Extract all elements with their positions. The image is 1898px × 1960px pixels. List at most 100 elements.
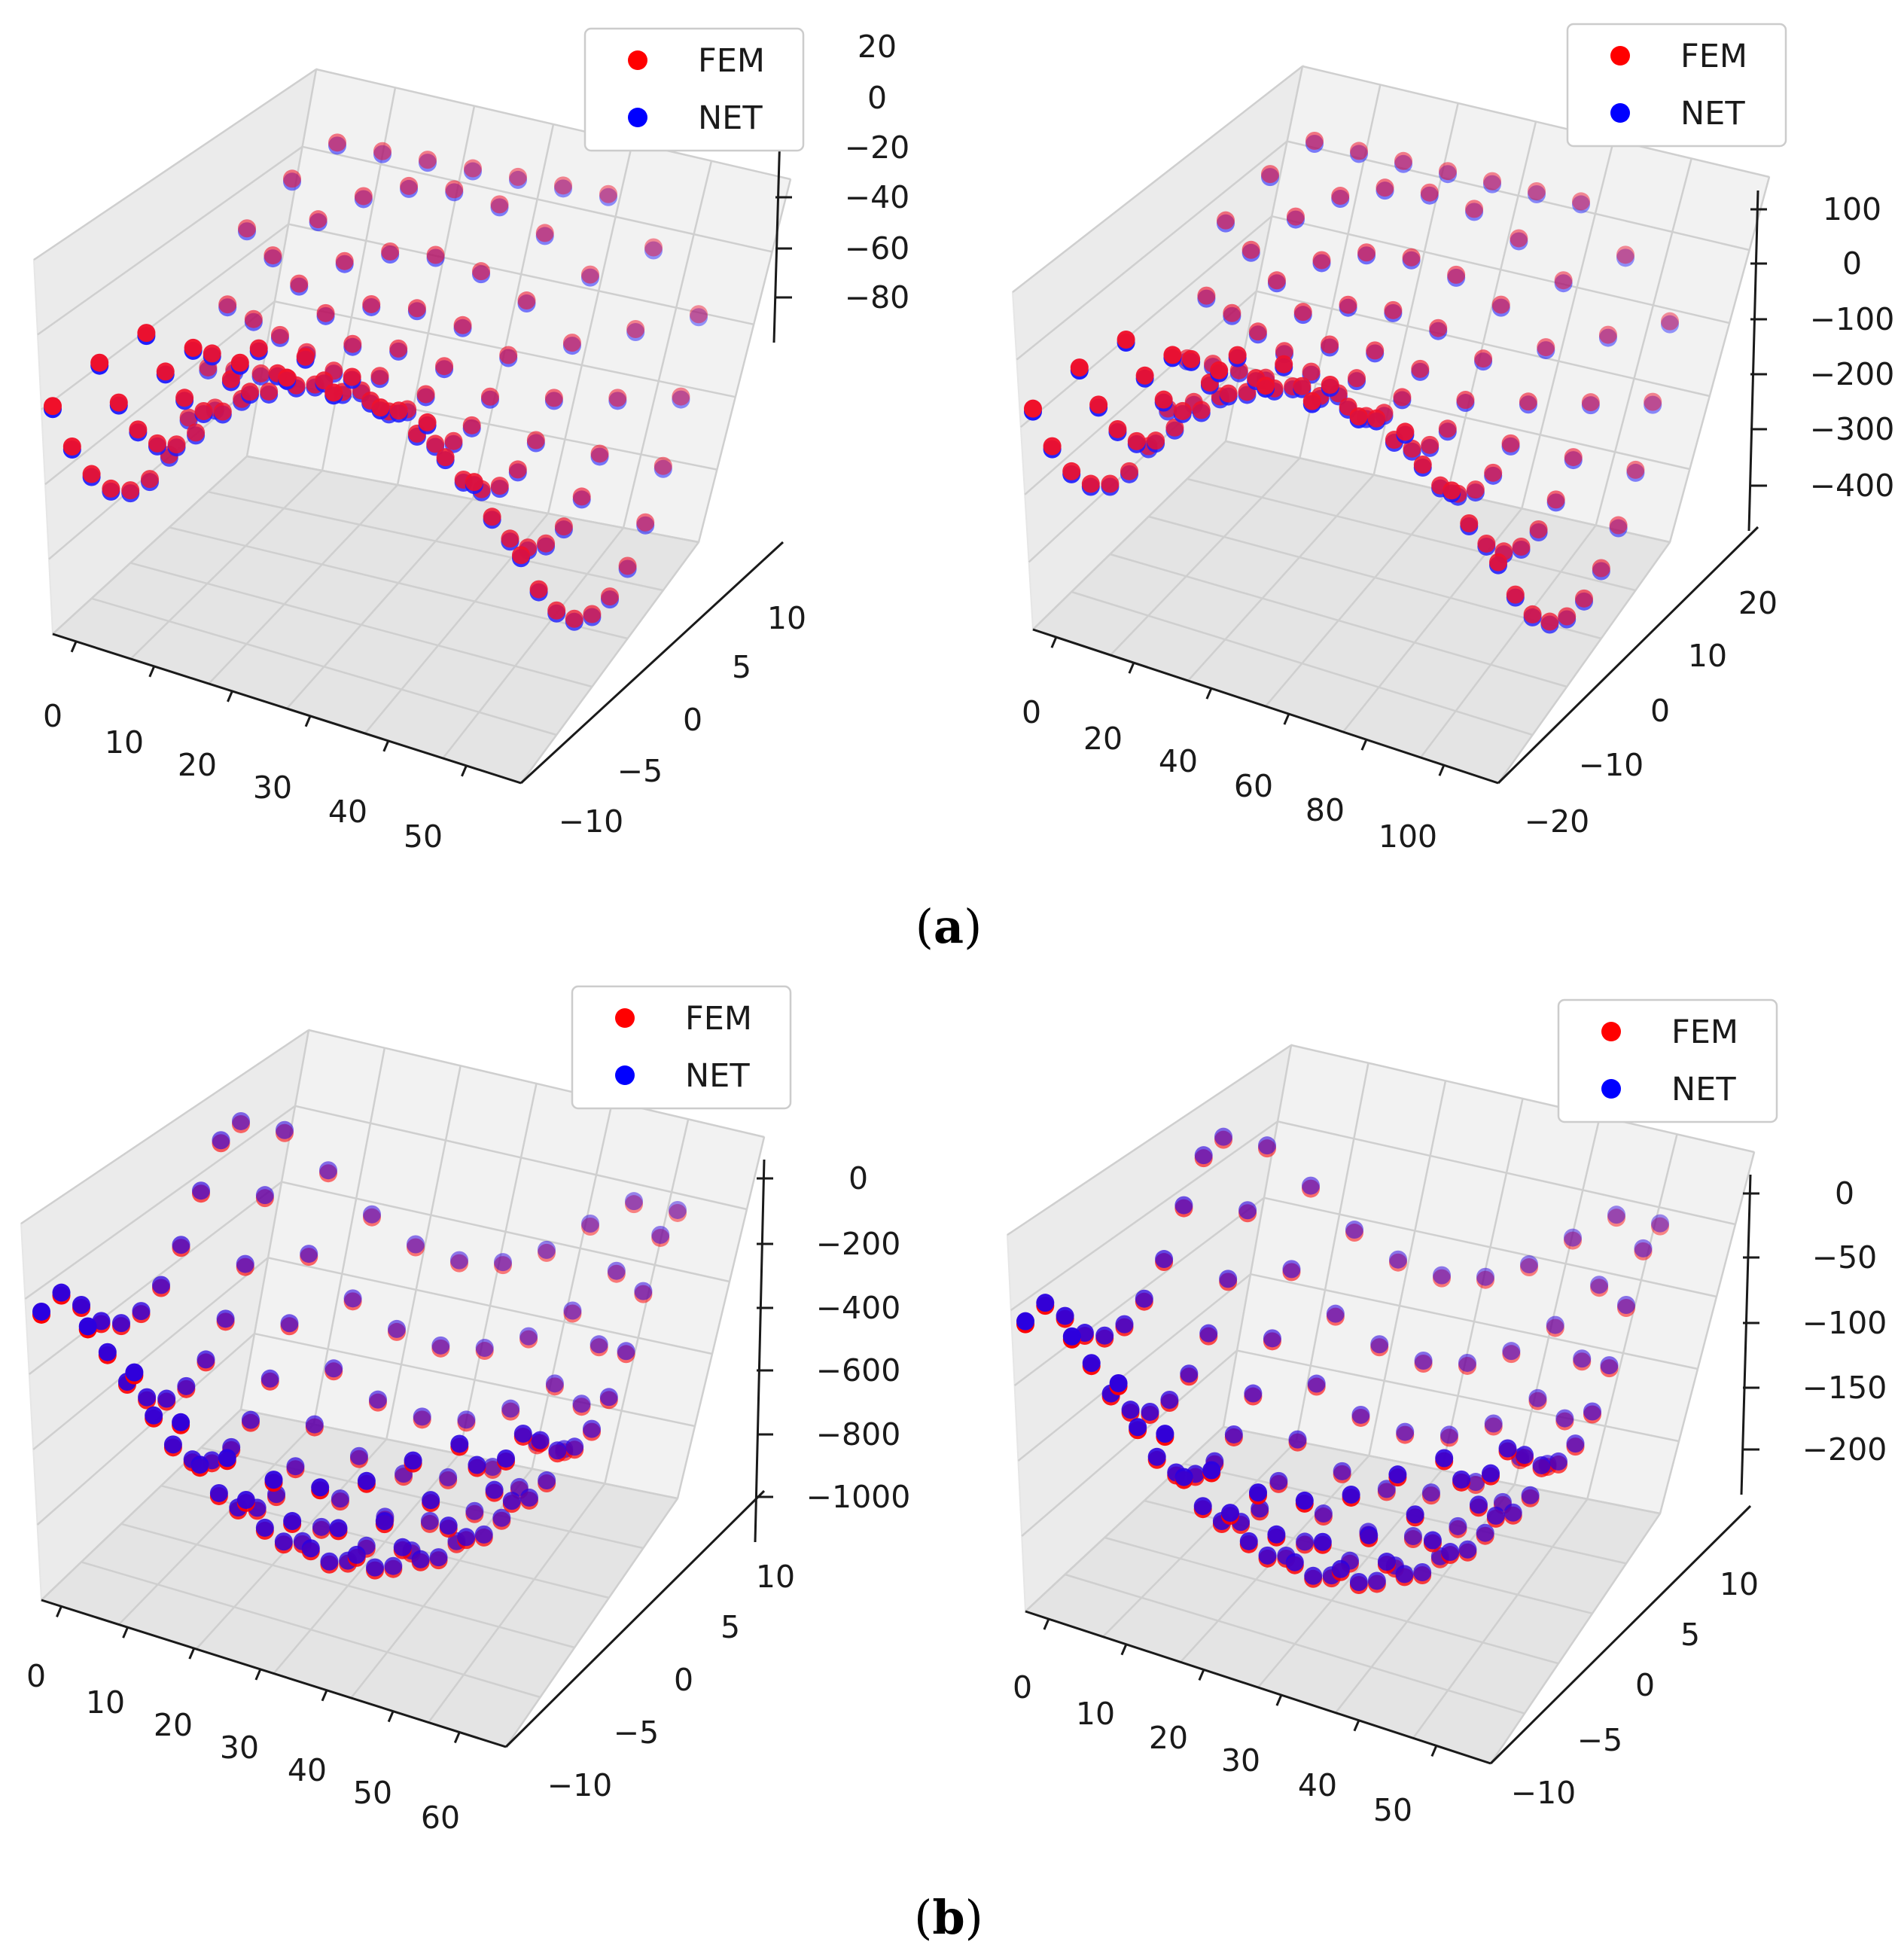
x-tick-label: 60: [421, 1800, 460, 1836]
fem-point: [213, 402, 232, 421]
fem-point: [480, 387, 499, 406]
fem-point: [129, 420, 148, 439]
net-point: [1439, 1425, 1458, 1444]
net-point: [1396, 1422, 1415, 1441]
fem-point: [1165, 418, 1184, 437]
fem-point: [1466, 480, 1485, 499]
net-point: [485, 1480, 504, 1499]
net-point: [1156, 1425, 1174, 1443]
fem-point: [389, 339, 408, 358]
z-tick-label: 0: [1842, 245, 1862, 282]
fem-point: [44, 397, 62, 416]
fem-point: [465, 473, 483, 492]
fem-point: [1192, 401, 1211, 419]
net-point: [1249, 1483, 1267, 1502]
net-point: [1406, 1505, 1424, 1524]
grid-line: [294, 1105, 748, 1211]
fem-point: [1393, 388, 1412, 407]
fem-point: [1564, 448, 1583, 467]
net-point: [1302, 1176, 1320, 1195]
net-point: [1600, 1356, 1619, 1375]
fem-point: [1546, 490, 1565, 509]
fem-point: [1197, 286, 1216, 305]
grid-line: [1295, 1062, 1369, 1442]
net-point: [1115, 1315, 1134, 1334]
net-point: [349, 1446, 368, 1465]
legend-marker: [628, 108, 647, 127]
caption-a: (a): [915, 899, 983, 954]
x-tick-mark: [1360, 739, 1368, 751]
fem-point: [526, 431, 545, 450]
x-tick-label: 60: [1234, 768, 1273, 804]
fem-point: [1443, 481, 1461, 500]
grid-line: [41, 1409, 242, 1601]
grid-line: [1263, 1196, 1717, 1298]
net-point: [563, 1301, 582, 1320]
fem-point: [1661, 312, 1679, 331]
net-point: [152, 1276, 170, 1294]
fem-point: [581, 1218, 599, 1236]
legend-label: NET: [685, 1057, 750, 1095]
legend-box: [571, 985, 792, 1110]
fem-point: [137, 324, 156, 343]
net-point: [474, 1525, 493, 1544]
grid-line: [428, 1483, 606, 1724]
grid-line: [1595, 158, 1692, 526]
fem-point: [156, 362, 175, 381]
net-point: [501, 1399, 520, 1418]
net-point: [1423, 1531, 1442, 1550]
net-point: [651, 1225, 670, 1244]
fem-point: [626, 320, 645, 339]
net-point: [545, 1374, 564, 1393]
grid-line: [1104, 1536, 1559, 1665]
fem-point: [483, 508, 501, 526]
net-point: [384, 1556, 403, 1575]
fem-point: [362, 294, 381, 313]
net-point: [599, 1388, 618, 1407]
grid-line: [1102, 1440, 1297, 1638]
net-point: [1267, 1525, 1286, 1544]
z-tick-label: −300: [1810, 411, 1895, 447]
fem-point: [544, 389, 563, 407]
net-point: [324, 1359, 343, 1378]
fem-point: [1581, 393, 1600, 412]
fem-point: [1465, 200, 1484, 218]
grid-line: [1302, 65, 1770, 178]
fem-point: [435, 357, 454, 376]
fem-point: [672, 387, 690, 406]
net-point: [1174, 1196, 1193, 1215]
net-point: [1590, 1276, 1609, 1294]
net-point: [1036, 1294, 1055, 1312]
fem-point: [249, 339, 268, 358]
grid-line: [20, 1029, 309, 1225]
net-point: [209, 1483, 228, 1502]
grid-line: [1586, 1134, 1678, 1500]
net-point: [393, 1538, 412, 1556]
legend-marker: [1601, 1022, 1621, 1041]
net-point: [283, 1512, 302, 1531]
fem-point: [590, 444, 609, 463]
net-point: [192, 1181, 210, 1200]
fem-point: [109, 393, 128, 412]
net-point: [132, 1302, 151, 1321]
net-point: [457, 1528, 476, 1547]
fem-point: [547, 601, 566, 620]
legend-label: NET: [698, 99, 763, 137]
grid-line: [41, 223, 289, 410]
net-point: [331, 1489, 349, 1508]
grid-line: [1277, 1120, 1736, 1226]
net-point: [32, 1302, 50, 1321]
z-tick-label: −100: [1810, 301, 1895, 337]
net-point: [457, 1410, 476, 1429]
fem-point: [1402, 248, 1421, 267]
fem-point: [1528, 182, 1546, 201]
net-point: [1296, 1532, 1315, 1551]
grid-line: [273, 1453, 460, 1675]
grid-line: [1017, 1273, 1251, 1462]
fem-point: [1564, 1231, 1582, 1250]
fem-point: [1537, 338, 1555, 357]
fem-point: [296, 347, 315, 366]
legend-box: [583, 27, 805, 152]
net-point: [1421, 1483, 1440, 1502]
net-point: [1458, 1353, 1476, 1372]
